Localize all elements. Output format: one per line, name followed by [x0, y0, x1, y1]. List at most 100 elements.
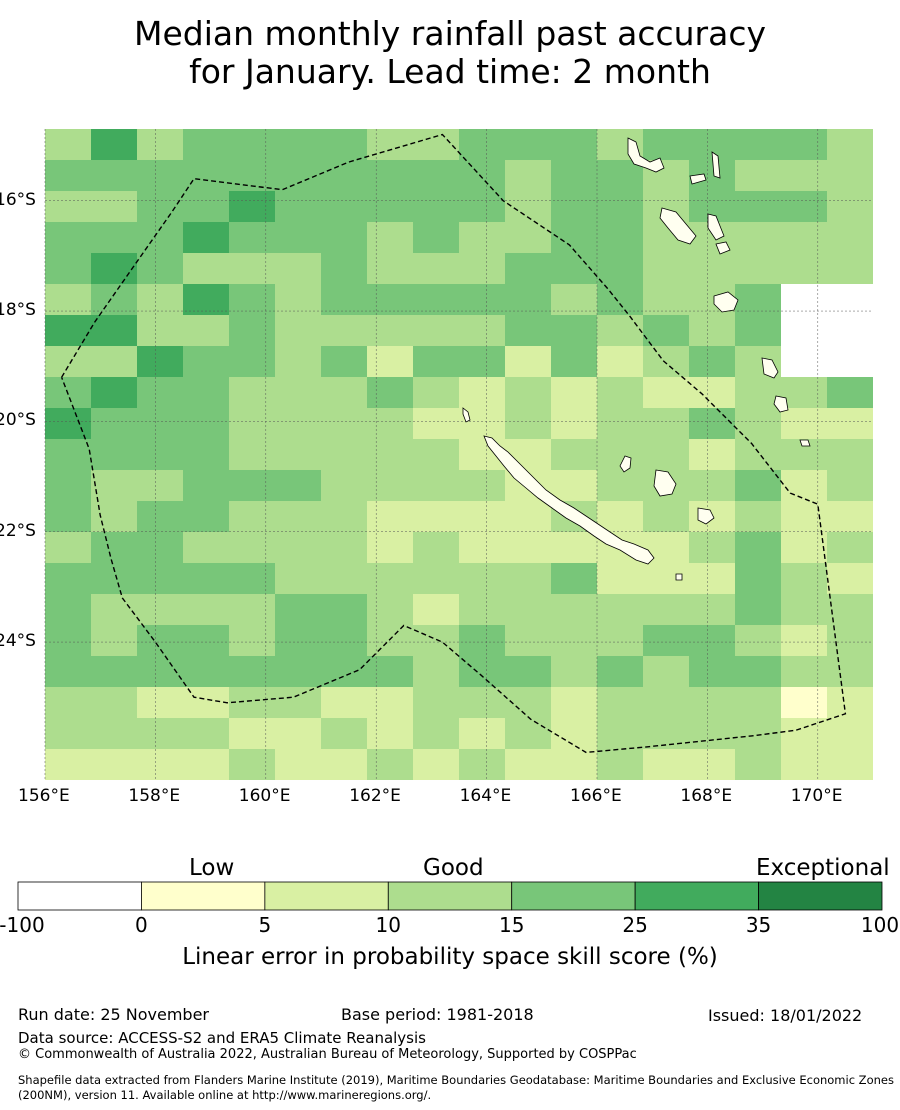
- grid-cell: [413, 501, 459, 532]
- grid-cell: [597, 191, 643, 222]
- grid-cell: [183, 501, 229, 532]
- grid-cell: [137, 253, 183, 284]
- grid-cell: [229, 656, 275, 687]
- grid-cell: [275, 346, 321, 377]
- copyright: © Commonwealth of Australia 2022, Austra…: [18, 1047, 637, 1062]
- grid-cell: [735, 191, 781, 222]
- erromango-island: [773, 395, 789, 413]
- grid-cell: [735, 284, 781, 315]
- grid-cell: [551, 408, 597, 439]
- grid-cell: [45, 222, 91, 253]
- grid-cell: [735, 501, 781, 532]
- grid-cell: [505, 315, 551, 346]
- grid-cell: [413, 532, 459, 563]
- grid-cell: [137, 470, 183, 501]
- latitude-tick-label: 18°S: [0, 300, 36, 321]
- grid-cell: [367, 191, 413, 222]
- grid-cell: [643, 315, 689, 346]
- grid-cell: [735, 315, 781, 346]
- grid-cell: [781, 129, 827, 160]
- grid-cell: [413, 594, 459, 625]
- grid-cell: [505, 129, 551, 160]
- grid-cell: [735, 625, 781, 656]
- grid-cell: [229, 594, 275, 625]
- grid-cell: [45, 687, 91, 718]
- grid-cell: [781, 656, 827, 687]
- grid-cell: [689, 749, 735, 780]
- category-low: Low: [189, 855, 235, 881]
- grid-cell: [91, 129, 137, 160]
- grid-cell: [229, 408, 275, 439]
- grid-cell: [321, 594, 367, 625]
- grid-cell: [321, 625, 367, 656]
- grid-cell: [551, 346, 597, 377]
- grid-cell: [413, 129, 459, 160]
- grid-cell: [321, 377, 367, 408]
- longitude-tick-label: 168°E: [680, 786, 733, 806]
- grid-cell: [413, 656, 459, 687]
- grid-cell: [781, 625, 827, 656]
- grid-cell: [827, 408, 873, 439]
- grid-cell: [597, 470, 643, 501]
- grid-cell: [551, 563, 597, 594]
- grid-cell: [367, 160, 413, 191]
- grid-cell: [45, 749, 91, 780]
- grid-cell: [597, 377, 643, 408]
- grid-cell: [505, 377, 551, 408]
- chart-title-line-1: Median monthly rainfall past accuracy: [133, 14, 767, 53]
- grid-cell: [275, 315, 321, 346]
- grid-cell: [45, 160, 91, 191]
- new-caledonia-island: [483, 435, 655, 565]
- grid-cell: [367, 470, 413, 501]
- grid-cell: [229, 532, 275, 563]
- grid-cell: [367, 377, 413, 408]
- grid-cell: [505, 563, 551, 594]
- grid-cell: [45, 594, 91, 625]
- grid-cell: [735, 563, 781, 594]
- grid-cell: [413, 284, 459, 315]
- colorbar-tick-label: 10: [375, 913, 402, 937]
- grid-cell: [137, 222, 183, 253]
- grid-cell: [275, 408, 321, 439]
- grid-cell: [597, 253, 643, 284]
- grid-cell: [137, 408, 183, 439]
- colorbar-tick-label: 25: [622, 913, 648, 937]
- colorbar-tick-label: 0: [135, 913, 148, 937]
- grid-cell: [321, 253, 367, 284]
- grid-cell: [137, 315, 183, 346]
- grid-cell: [689, 625, 735, 656]
- grid-cell: [597, 625, 643, 656]
- grid-cell: [275, 470, 321, 501]
- grid-cell: [275, 532, 321, 563]
- grid-cell: [597, 315, 643, 346]
- longitude-tick-label: 164°E: [459, 786, 512, 806]
- grid-cell: [183, 253, 229, 284]
- grid-cell: [459, 315, 505, 346]
- maewo-island: [711, 151, 721, 179]
- grid-cell: [505, 749, 551, 780]
- grid-cell: [321, 315, 367, 346]
- grid-cell: [321, 439, 367, 470]
- grid-cell: [321, 222, 367, 253]
- grid-cell: [183, 718, 229, 749]
- grid-cell: [45, 625, 91, 656]
- grid-cell: [827, 439, 873, 470]
- grid-cell: [597, 408, 643, 439]
- grid-cell: [183, 284, 229, 315]
- grid-cell: [781, 160, 827, 191]
- grid-cell: [367, 315, 413, 346]
- grid-cell: [505, 160, 551, 191]
- grid-cell: [275, 222, 321, 253]
- grid-cell: [183, 129, 229, 160]
- grid-cell: [413, 625, 459, 656]
- grid-cell: [275, 718, 321, 749]
- grid-cell: [735, 532, 781, 563]
- ambae-island: [689, 173, 707, 185]
- grid-cell: [367, 718, 413, 749]
- grid-cell: [643, 346, 689, 377]
- grid-cell: [689, 656, 735, 687]
- grid-cell: [91, 656, 137, 687]
- grid-cell: [505, 625, 551, 656]
- grid-cell: [827, 532, 873, 563]
- grid-cell: [137, 191, 183, 222]
